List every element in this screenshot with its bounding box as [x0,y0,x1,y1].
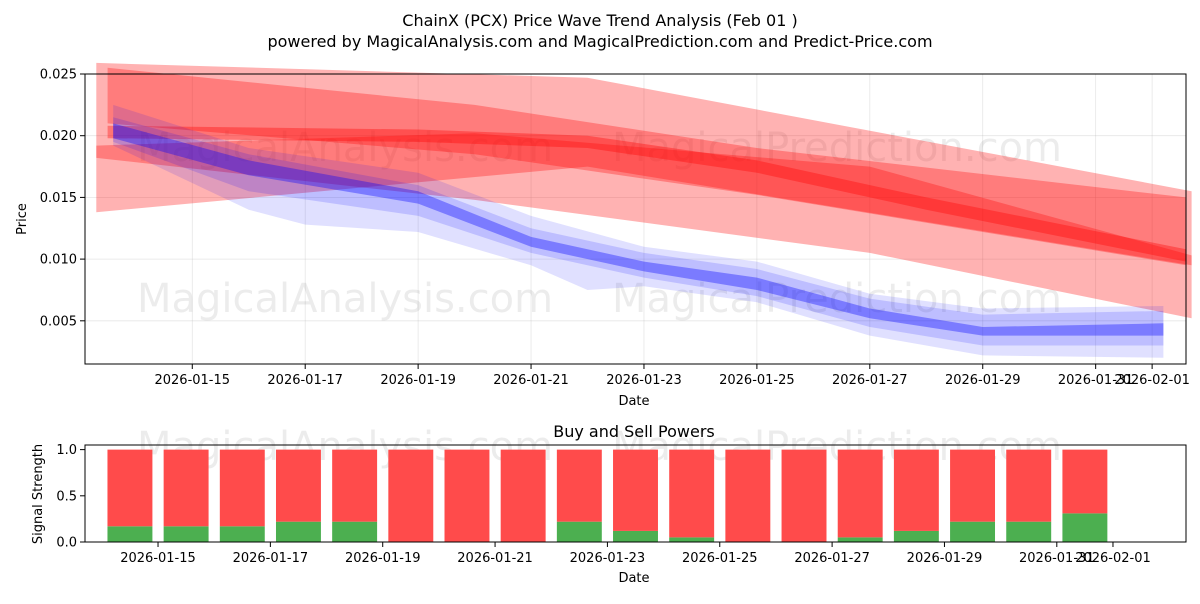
signal-x-tick-label: 2026-01-27 [794,551,870,566]
price-x-tick-label: 2026-01-17 [267,373,343,388]
price-x-tick-label: 2026-01-29 [945,373,1021,388]
red-wide-band-2 [96,133,1192,319]
signal-y-tick-label: 0.0 [56,536,77,551]
signal-x-tick-label: 2026-01-31 [1019,551,1095,566]
price-y-axis-label: Price [15,203,30,235]
sell-bar [275,449,321,522]
buy-bar [1006,521,1052,542]
price-watermarks: MagicalAnalysis.com MagicalPrediction.co… [137,125,1062,322]
chart-title: ChainX (PCX) Price Wave Trend Analysis (… [402,11,797,30]
signal-y-ticks: 0.0 0.5 1.0 [56,443,85,551]
signal-y-tick-label: 1.0 [56,443,77,458]
blue-mid-band [113,117,1164,346]
sell-bar [388,449,434,542]
signal-x-tick-label: 2026-01-25 [682,551,758,566]
sell-bar [613,449,658,531]
signal-x-tick-label: 2026-01-21 [457,551,533,566]
signal-plot-area: Buy and Sell Powers MagicalAnalysis.com … [31,422,1187,586]
price-y-ticks: 0.005 0.010 0.015 0.020 0.025 [40,68,85,329]
buy-bar [950,521,996,542]
sell-bar [781,449,827,542]
buy-bar [613,530,658,542]
sell-bar [1006,449,1052,522]
price-x-tick-label: 2026-01-31 [1058,373,1134,388]
price-x-tick-label: 2026-01-27 [832,373,908,388]
price-plot-background [85,74,1186,364]
signal-x-tick-label: 2026-02-01 [1075,551,1151,566]
sell-bar [950,449,996,522]
signal-chart-title: Buy and Sell Powers [553,422,715,441]
price-x-tick-label: 2026-02-01 [1114,373,1190,388]
sell-bar [444,449,490,542]
watermark-analysis-lower: MagicalAnalysis.com [137,276,553,322]
price-x-tick-label: 2026-01-21 [493,373,569,388]
buy-bar [219,526,265,542]
sell-bar [332,449,378,522]
sell-bar [1062,449,1108,514]
sell-bar [669,449,715,538]
price-plot-area: MagicalAnalysis.com MagicalPrediction.co… [15,62,1192,409]
signal-x-tick-label: 2026-01-19 [345,551,421,566]
price-x-ticks: 2026-01-15 2026-01-17 2026-01-19 2026-01-21… [154,364,1190,388]
price-x-tick-label: 2026-01-23 [606,373,682,388]
buy-bar [107,526,153,542]
price-x-tick-label: 2026-01-25 [719,373,795,388]
sell-bar [500,449,546,542]
signal-x-tick-label: 2026-01-29 [907,551,983,566]
blue-wide-band [113,104,1164,358]
signal-x-tick-label: 2026-01-15 [120,551,196,566]
sell-bar [556,449,602,522]
buy-bar [275,521,321,542]
sell-bar [107,449,153,527]
sell-bar [219,449,265,527]
buy-bar [837,537,883,542]
signal-x-axis-label: Date [618,571,649,586]
watermark-prediction-lower: MagicalPrediction.com [612,276,1062,322]
signal-x-ticks: 2026-01-15 2026-01-17 2026-01-19 2026-01-21… [120,542,1151,566]
signal-plot-frame [84,444,1187,543]
buy-bar [556,521,602,542]
price-grid [85,73,1186,364]
red-center-line [107,125,1187,262]
sell-bar [725,449,771,542]
buy-bar [1062,513,1108,542]
signal-bars [107,449,1108,542]
price-x-axis-label: Date [618,394,649,409]
price-y-tick-label: 0.005 [40,314,77,329]
buy-bar [669,537,715,542]
buy-bar [163,526,209,542]
red-wide-band [96,62,1192,266]
price-y-tick-label: 0.020 [40,129,77,144]
sell-bar [163,449,209,527]
sell-bar [893,449,939,531]
sell-bar [837,449,883,538]
red-band [107,67,1187,266]
price-y-tick-label: 0.015 [40,191,77,206]
price-plot-frame [84,73,1187,365]
price-x-tick-label: 2026-01-15 [154,373,230,388]
chart-subtitle: powered by MagicalAnalysis.com and Magic… [267,32,932,51]
price-x-tick-label: 2026-01-19 [380,373,456,388]
watermark-prediction-upper: MagicalPrediction.com [612,125,1062,171]
buy-bar [332,521,378,542]
buy-bar [893,530,939,542]
price-series [96,62,1192,358]
signal-y-tick-label: 0.5 [56,489,77,504]
signal-x-tick-label: 2026-01-23 [570,551,646,566]
watermark-analysis-upper: MagicalAnalysis.com [137,125,553,171]
price-y-tick-label: 0.010 [40,253,77,268]
signal-x-tick-label: 2026-01-17 [233,551,309,566]
price-y-tick-label: 0.025 [40,68,77,83]
signal-y-axis-label: Signal Strength [31,444,46,544]
